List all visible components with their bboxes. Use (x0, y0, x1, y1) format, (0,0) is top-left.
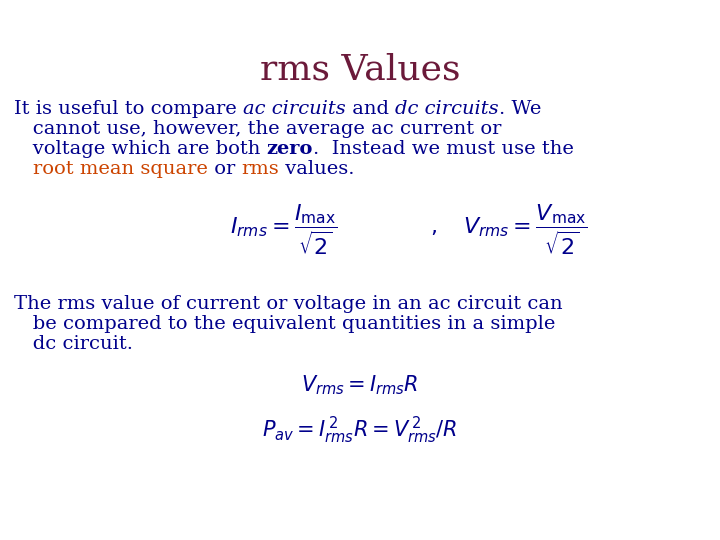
Text: $V_{rms} = I_{rms}R$: $V_{rms} = I_{rms}R$ (301, 373, 419, 397)
Text: and: and (346, 100, 395, 118)
Text: dc circuit.: dc circuit. (14, 335, 133, 353)
Text: The rms value of current or voltage in an ac circuit can: The rms value of current or voltage in a… (14, 295, 562, 313)
Text: $,\quad V_{rms} = \dfrac{V_{\mathrm{max}}}{\sqrt{2}}$: $,\quad V_{rms} = \dfrac{V_{\mathrm{max}… (430, 202, 588, 258)
Text: It is useful to compare: It is useful to compare (14, 100, 243, 118)
Text: ac circuits: ac circuits (243, 100, 346, 118)
Text: $I_{rms} = \dfrac{I_{\mathrm{max}}}{\sqrt{2}}$: $I_{rms} = \dfrac{I_{\mathrm{max}}}{\sqr… (230, 202, 337, 258)
Text: . We: . We (499, 100, 541, 118)
Text: $P_{av} = I_{rms}^{\,2}R = V_{rms}^{\,2}/R$: $P_{av} = I_{rms}^{\,2}R = V_{rms}^{\,2}… (263, 414, 457, 446)
Text: cannot use, however, the average ac current or: cannot use, however, the average ac curr… (14, 120, 501, 138)
Text: rms: rms (241, 160, 279, 178)
Text: zero: zero (266, 140, 313, 158)
Text: values.: values. (279, 160, 354, 178)
Text: rms Values: rms Values (260, 52, 460, 86)
Text: .  Instead we must use the: . Instead we must use the (313, 140, 574, 158)
Text: root mean square: root mean square (32, 160, 207, 178)
Text: or: or (207, 160, 241, 178)
Text: dc circuits: dc circuits (395, 100, 499, 118)
Text: voltage which are both: voltage which are both (14, 140, 266, 158)
Text: be compared to the equivalent quantities in a simple: be compared to the equivalent quantities… (14, 315, 555, 333)
